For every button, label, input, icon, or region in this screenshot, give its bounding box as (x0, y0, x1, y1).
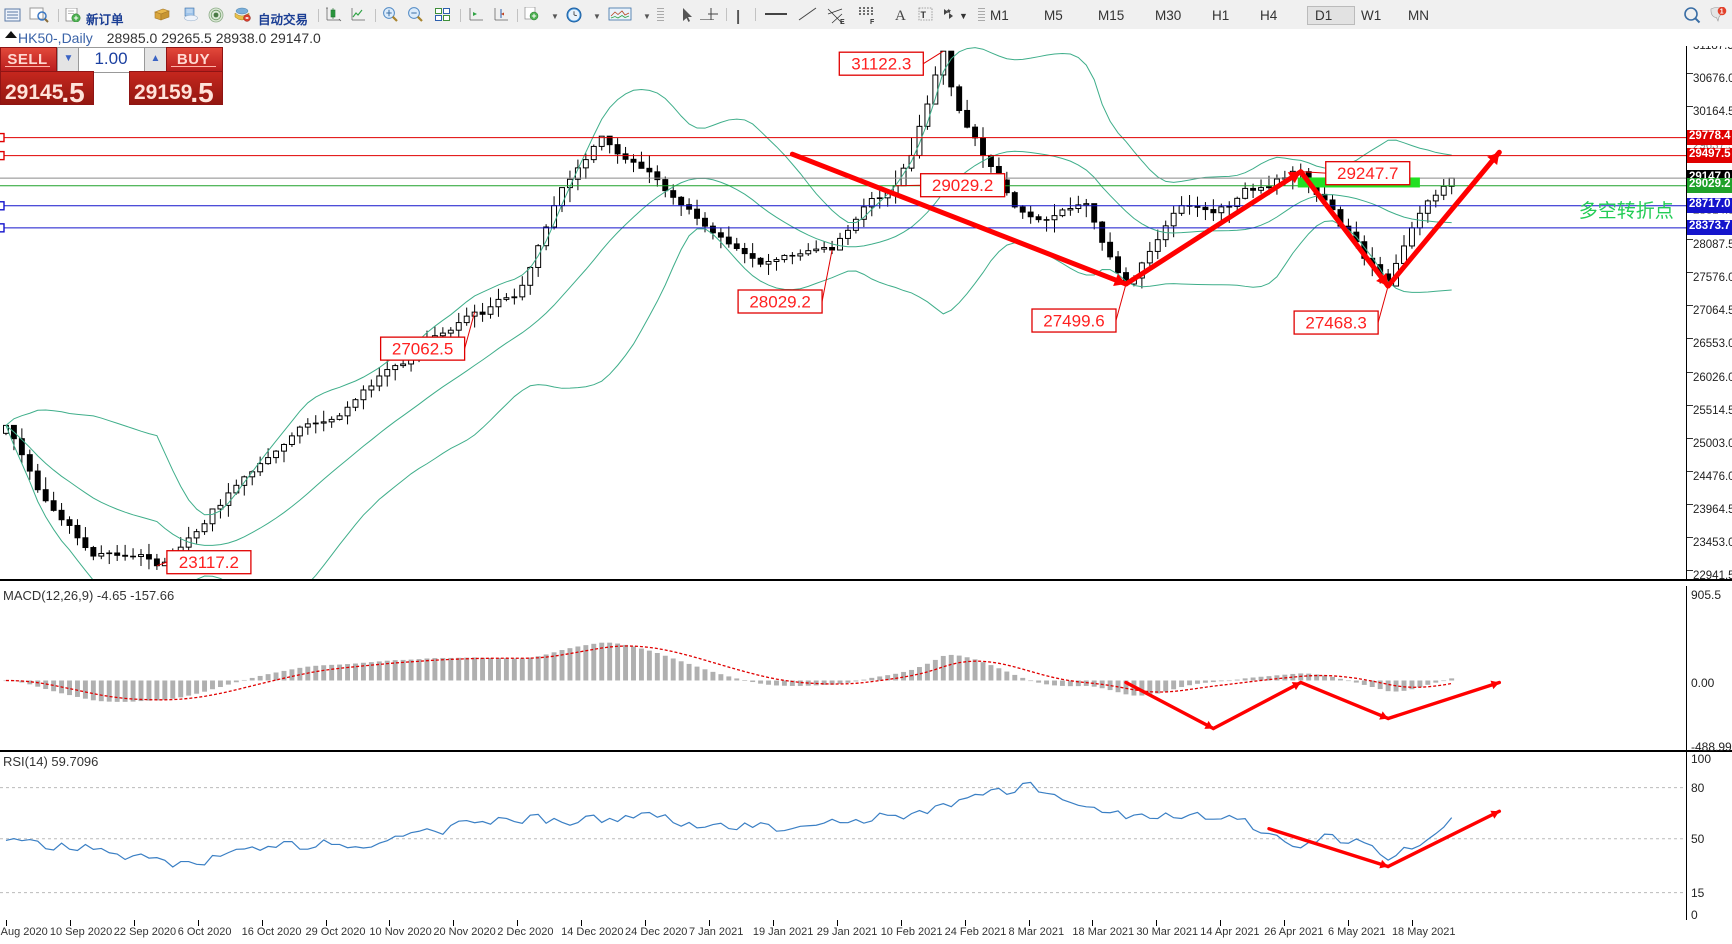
svg-text:29247.7: 29247.7 (1337, 164, 1398, 183)
svg-text:多空转折点: 多空转折点 (1579, 200, 1674, 222)
svg-text:1: 1 (1720, 9, 1724, 16)
svg-text:27062.5: 27062.5 (392, 340, 453, 359)
svg-text:29029.2: 29029.2 (932, 176, 993, 195)
svg-text:31122.3: 31122.3 (851, 55, 911, 74)
svg-text:23117.2: 23117.2 (179, 553, 239, 572)
svg-text:28029.2: 28029.2 (749, 293, 810, 312)
svg-text:27468.3: 27468.3 (1305, 314, 1366, 333)
svg-text:27499.6: 27499.6 (1043, 312, 1104, 331)
